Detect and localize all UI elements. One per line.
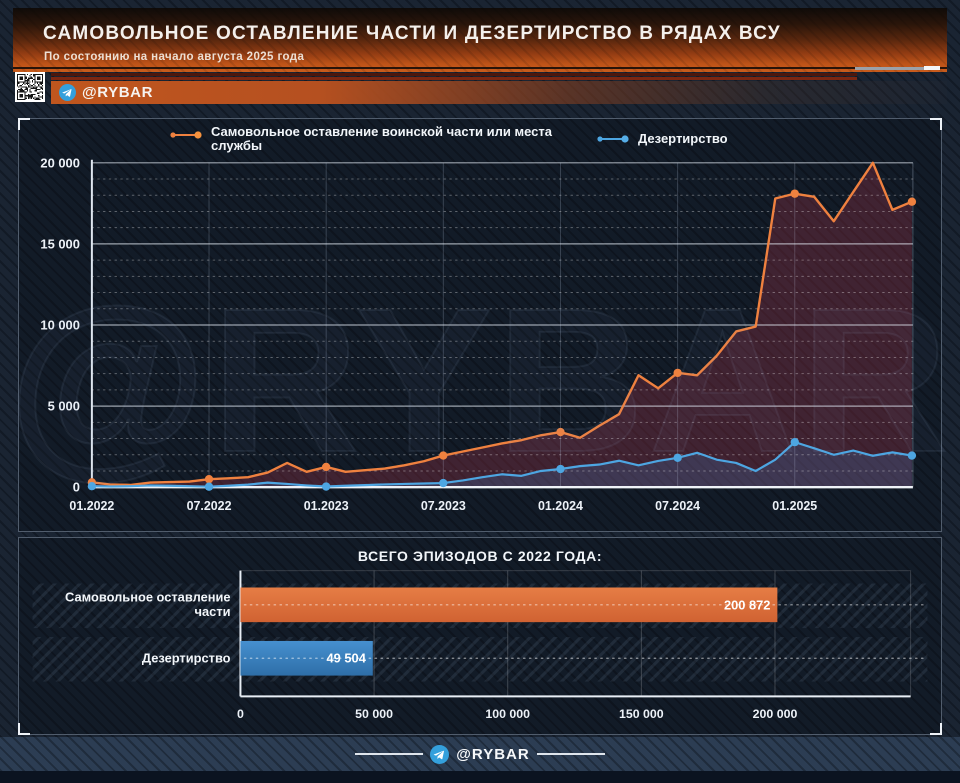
soch-marker: [673, 368, 682, 378]
banner-white-dash: [924, 66, 940, 70]
qr-code: [15, 72, 45, 102]
banner-gray-segment: [855, 66, 925, 70]
svg-text:07.2022: 07.2022: [187, 499, 232, 513]
bar-chart-title: ВСЕГО ЭПИЗОДОВ С 2022 ГОДА:: [357, 548, 603, 564]
legend-label-soch: Самовольное оставление воинской части ил…: [211, 124, 552, 153]
telegram-icon: [59, 84, 76, 101]
footer-left-line: [355, 753, 424, 755]
corner-bracket: [18, 118, 30, 130]
desertion-line: [90, 441, 913, 488]
channel-badge-label: @RYBAR: [82, 84, 154, 101]
soch-marker: [204, 474, 214, 484]
svg-text:200 000: 200 000: [753, 707, 798, 721]
soch-marker: [439, 451, 448, 460]
svg-text:100 000: 100 000: [485, 707, 530, 721]
bar-category-label: Дезертирство: [142, 651, 231, 666]
line-chart-panel: Самовольное оставление воинской части ил…: [18, 118, 942, 532]
corner-bracket: [930, 723, 942, 735]
svg-text:01.2025: 01.2025: [772, 499, 817, 513]
desertion-marker: [907, 451, 917, 460]
desertion-marker: [321, 482, 331, 491]
svg-text:07.2024: 07.2024: [655, 499, 700, 513]
svg-text:15 000: 15 000: [40, 236, 80, 251]
footer-channel-label: @RYBAR: [456, 745, 530, 763]
channel-badge-strip: @RYBAR: [51, 81, 947, 104]
desertion-marker: [673, 453, 682, 463]
desertion-marker: [439, 478, 448, 488]
bar-chart-panel: ВСЕГО ЭПИЗОДОВ С 2022 ГОДА: 200 872 49 50…: [18, 537, 942, 735]
bar-value-label: 49 504: [327, 651, 367, 666]
svg-text:01.2023: 01.2023: [304, 499, 349, 513]
soch-marker: [556, 427, 565, 437]
bar-category-label: Самовольное оставление: [65, 589, 230, 604]
footer-channel-badge: @RYBAR: [0, 737, 960, 771]
svg-text:50 000: 50 000: [355, 707, 393, 721]
svg-text:0: 0: [237, 707, 244, 721]
legend-item-desertion: Дезертирство: [596, 132, 728, 146]
desertion-marker: [556, 464, 565, 474]
svg-text:0: 0: [73, 480, 80, 495]
svg-text:01.2022: 01.2022: [69, 499, 114, 513]
line-chart-svg: 0 5 000 10 000 15 000 20 000 01.2022 07.2022 01…: [40, 155, 917, 513]
decor-strip-top: [51, 73, 857, 76]
footer-right-line: [536, 753, 605, 755]
soch-marker: [790, 189, 799, 198]
svg-text:10 000: 10 000: [40, 317, 80, 332]
footer-band: [0, 737, 960, 771]
soch-line: [90, 161, 914, 487]
svg-text:01.2024: 01.2024: [538, 499, 583, 513]
footer: @RYBAR: [0, 737, 960, 783]
svg-text:150 000: 150 000: [619, 707, 664, 721]
bar-value-label: 200 872: [724, 597, 770, 612]
orange-legend-marker: [170, 131, 202, 139]
bar-chart-svg: 200 872 49 504 Самовольное оставлениечасти…: [32, 570, 929, 721]
bar-category-label: части: [195, 604, 231, 619]
svg-text:5 000: 5 000: [48, 399, 80, 414]
desertion-marker: [790, 437, 799, 447]
decor-strip-bottom: [51, 77, 857, 80]
page-subtitle: По состоянию на начало августа 2025 года: [44, 51, 305, 63]
svg-text:07.2023: 07.2023: [421, 499, 466, 513]
legend-label-desertion: Дезертирство: [638, 131, 728, 146]
soch-marker: [907, 197, 917, 206]
telegram-icon: [430, 744, 450, 764]
svg-text:20 000: 20 000: [40, 155, 80, 170]
soch-marker: [321, 462, 331, 472]
bar-soch: [240, 587, 778, 623]
page-title: САМОВОЛЬНОЕ ОСТАВЛЕНИЕ ЧАСТИ И ДЕЗЕРТИРС…: [43, 23, 781, 44]
header-banner: САМОВОЛЬНОЕ ОСТАВЛЕНИЕ ЧАСТИ И ДЕЗЕРТИРС…: [13, 8, 947, 72]
banner-divider-line: [13, 66, 947, 69]
blue-legend-marker: [597, 135, 629, 143]
desertion-marker: [204, 482, 214, 491]
footer-bottom-strip: [0, 771, 960, 783]
corner-bracket: [18, 723, 30, 735]
legend-item-soch: Самовольное оставление воинской части ил…: [169, 125, 566, 153]
desertion-marker: [87, 482, 97, 491]
desertion-area: [91, 442, 912, 488]
corner-bracket: [930, 118, 942, 130]
